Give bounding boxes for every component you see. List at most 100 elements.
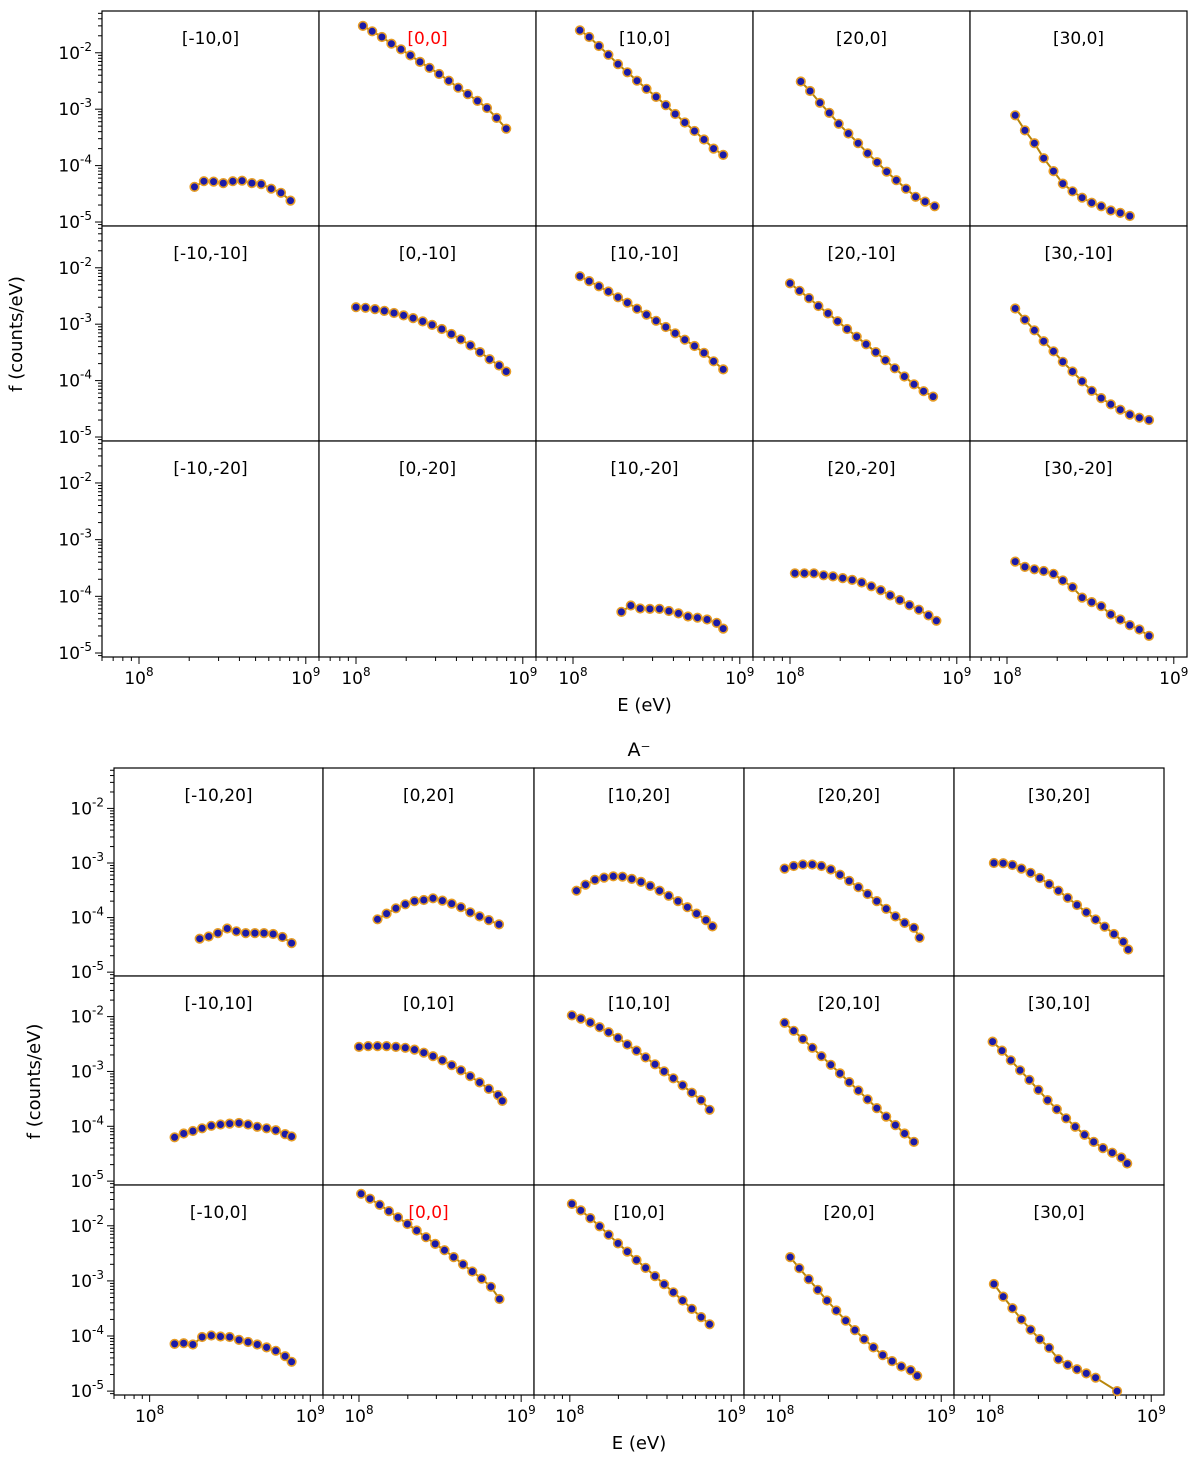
y-tick-label: 10-2 <box>58 470 92 494</box>
subplot: 108 10910-510-410-310-2 [-10,0] <box>70 1185 325 1427</box>
data-point <box>805 294 814 303</box>
data-point <box>1108 1148 1117 1157</box>
data-point <box>359 22 368 31</box>
panel-label: [10,0] <box>613 1203 664 1223</box>
data-point <box>623 1040 632 1049</box>
data-point <box>1016 1066 1025 1075</box>
data-point <box>910 924 919 933</box>
subplot: 10-5 10-4 10-3 10-2 [-10,-10] <box>58 226 319 448</box>
data-point <box>272 1347 281 1356</box>
data-point <box>841 1316 850 1325</box>
data-point <box>810 569 819 578</box>
data-point <box>614 60 623 69</box>
data-point <box>368 27 377 36</box>
data-point <box>684 612 693 621</box>
data-point <box>795 1264 804 1273</box>
data-point <box>614 293 623 302</box>
panel-label: [0,0] <box>407 29 447 49</box>
x-tick-label: 109 <box>927 1403 956 1427</box>
data-point <box>671 110 680 119</box>
data-point <box>1043 1096 1052 1105</box>
data-point <box>799 1035 808 1044</box>
data-point <box>576 272 585 281</box>
data-point <box>618 872 627 881</box>
data-point <box>1135 413 1144 422</box>
data-point <box>1063 1361 1072 1370</box>
data-point <box>253 1123 262 1132</box>
data-point <box>1025 1076 1034 1085</box>
subplot: 10-510-410-310-2 [-10,20] <box>70 768 323 983</box>
data-point <box>485 1085 494 1094</box>
data-point <box>642 310 651 319</box>
data-point <box>1107 610 1116 619</box>
data-point <box>719 624 728 633</box>
data-point <box>1039 154 1048 163</box>
data-point <box>681 335 690 344</box>
data-point <box>1059 576 1068 585</box>
data-point <box>1082 1369 1091 1378</box>
data-point <box>449 1253 458 1262</box>
data-point <box>646 882 655 891</box>
y-tick-label: 10-2 <box>58 40 92 64</box>
data-point <box>401 1044 410 1053</box>
data-point <box>873 158 882 167</box>
data-point <box>789 1027 798 1036</box>
y-tick-label: 10-5 <box>58 640 92 664</box>
x-tick-label: 109 <box>1159 665 1188 689</box>
data-point <box>585 277 594 286</box>
data-point <box>1059 358 1068 367</box>
panel-label: [-10,20] <box>184 786 252 806</box>
data-point <box>438 896 447 905</box>
y-tick-label: 10-4 <box>70 905 104 929</box>
data-point <box>700 135 709 144</box>
data-point <box>1011 557 1020 566</box>
data-point <box>708 922 717 931</box>
data-point <box>355 1043 364 1052</box>
data-point <box>662 101 671 110</box>
panel-label: [-10,10] <box>184 994 252 1014</box>
data-point <box>690 342 699 351</box>
data-point <box>357 1190 366 1199</box>
subplot: [10,10] <box>534 976 744 1185</box>
data-point <box>1107 206 1116 215</box>
y-tick-label: 10-2 <box>70 1004 104 1028</box>
data-point <box>1039 337 1048 346</box>
x-tick-label: 109 <box>1137 1403 1166 1427</box>
panel-label: [10,10] <box>608 994 670 1014</box>
data-point <box>827 1061 836 1070</box>
data-point <box>1062 1114 1071 1123</box>
data-point <box>170 1340 179 1349</box>
data-point <box>1021 315 1030 324</box>
data-point <box>1135 625 1144 634</box>
data-point <box>475 912 484 921</box>
data-point <box>473 97 482 106</box>
data-point <box>664 892 673 901</box>
data-point <box>902 184 911 193</box>
data-point <box>642 85 651 94</box>
data-point <box>795 287 804 296</box>
subplot: [10,20] <box>534 768 744 976</box>
data-point <box>170 1133 179 1142</box>
data-point <box>814 1286 823 1295</box>
x-tick-label: 108 <box>135 1403 164 1427</box>
panel-label: [20,-20] <box>827 459 895 479</box>
data-point <box>447 330 456 339</box>
data-point <box>845 877 854 886</box>
data-point <box>832 1306 841 1315</box>
data-point <box>214 929 223 938</box>
data-point <box>498 1097 507 1106</box>
data-point <box>235 1119 244 1128</box>
data-point <box>485 916 494 925</box>
data-point <box>485 355 494 364</box>
subplot: [10,-10] <box>536 226 753 441</box>
data-point <box>652 93 661 102</box>
data-point <box>1068 187 1077 196</box>
data-point <box>876 586 885 595</box>
data-point <box>915 933 924 942</box>
data-point <box>614 1034 623 1043</box>
data-point <box>1078 377 1087 386</box>
data-point <box>1063 894 1072 903</box>
panel-label: [-10,0] <box>190 1203 247 1223</box>
data-point <box>262 1124 271 1133</box>
data-point <box>595 1023 604 1032</box>
